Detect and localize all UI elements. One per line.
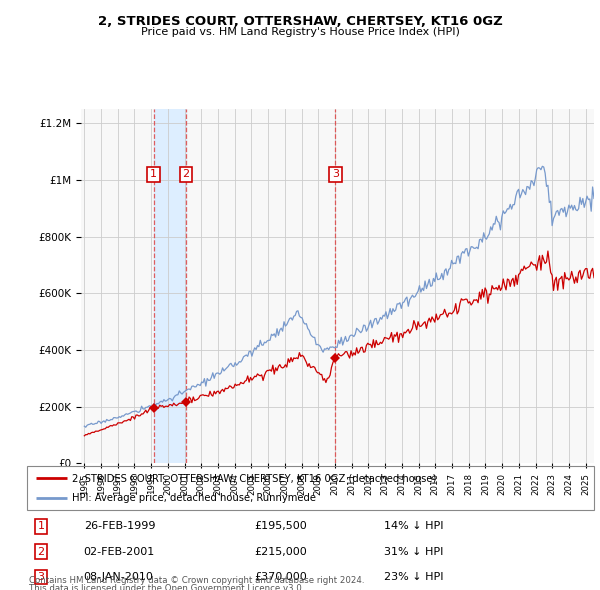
Text: 3: 3 — [38, 572, 44, 582]
Text: 08-JAN-2010: 08-JAN-2010 — [84, 572, 154, 582]
Text: 26-FEB-1999: 26-FEB-1999 — [84, 522, 155, 532]
Bar — [154, 109, 186, 463]
Text: HPI: Average price, detached house, Runnymede: HPI: Average price, detached house, Runn… — [73, 493, 316, 503]
Text: Price paid vs. HM Land Registry's House Price Index (HPI): Price paid vs. HM Land Registry's House … — [140, 27, 460, 37]
Text: 1: 1 — [150, 169, 157, 179]
Text: This data is licensed under the Open Government Licence v3.0.: This data is licensed under the Open Gov… — [29, 584, 304, 590]
Text: 2, STRIDES COURT, OTTERSHAW, CHERTSEY, KT16 0GZ (detached house): 2, STRIDES COURT, OTTERSHAW, CHERTSEY, K… — [73, 473, 437, 483]
Text: 31% ↓ HPI: 31% ↓ HPI — [384, 547, 443, 556]
Text: 2: 2 — [38, 547, 45, 556]
Text: £195,500: £195,500 — [254, 522, 307, 532]
Text: 23% ↓ HPI: 23% ↓ HPI — [384, 572, 444, 582]
Text: Contains HM Land Registry data © Crown copyright and database right 2024.: Contains HM Land Registry data © Crown c… — [29, 576, 364, 585]
Text: £370,000: £370,000 — [254, 572, 307, 582]
Text: 14% ↓ HPI: 14% ↓ HPI — [384, 522, 444, 532]
Text: £215,000: £215,000 — [254, 547, 307, 556]
Text: 3: 3 — [332, 169, 339, 179]
Text: 2: 2 — [182, 169, 190, 179]
Text: 02-FEB-2001: 02-FEB-2001 — [84, 547, 155, 556]
Text: 2, STRIDES COURT, OTTERSHAW, CHERTSEY, KT16 0GZ: 2, STRIDES COURT, OTTERSHAW, CHERTSEY, K… — [98, 15, 502, 28]
Text: 1: 1 — [38, 522, 44, 532]
